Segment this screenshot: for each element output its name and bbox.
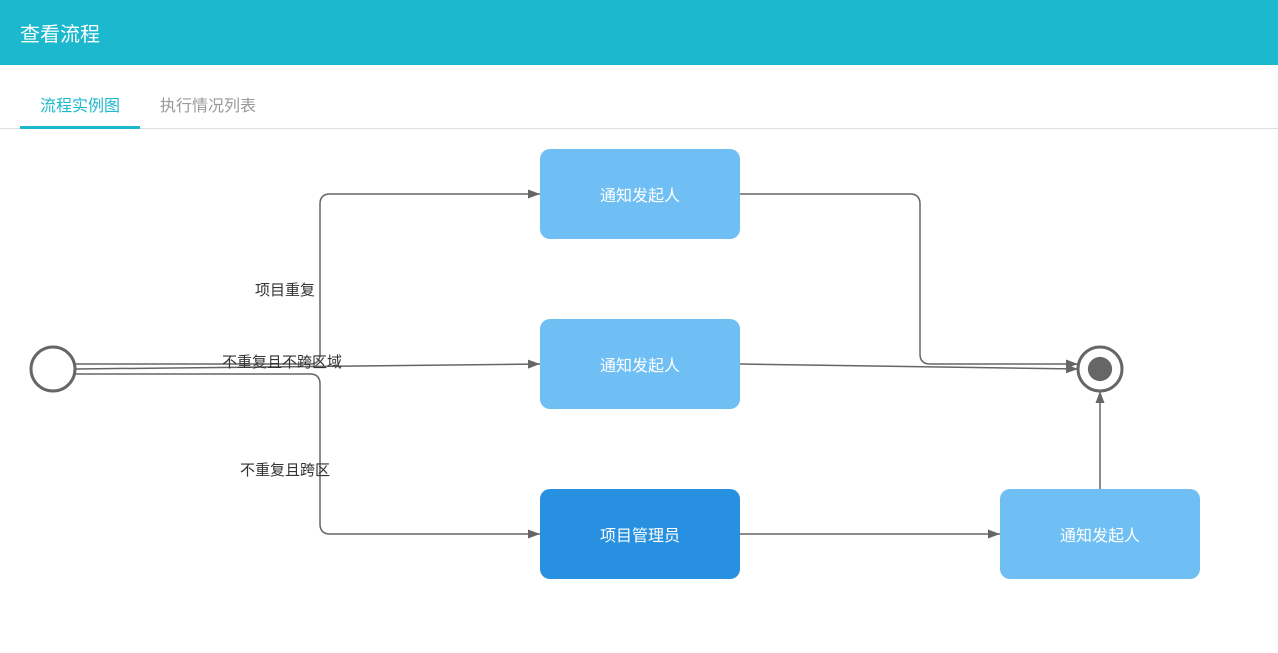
task-node-n2[interactable]: 通知发起人	[540, 319, 740, 409]
edge-label: 不重复且跨区	[240, 459, 330, 480]
task-node-n4[interactable]: 通知发起人	[1000, 489, 1200, 579]
tab-execution-list[interactable]: 执行情况列表	[140, 80, 276, 128]
page-title: 查看流程	[20, 24, 100, 46]
tab-label: 流程实例图	[40, 98, 120, 115]
tab-label: 执行情况列表	[160, 98, 256, 115]
diagram-container: 通知发起人通知发起人项目管理员通知发起人 项目重复不重复且不跨区域不重复且跨区	[0, 129, 1278, 649]
edge-n1-end	[740, 194, 1078, 364]
edge-label: 项目重复	[255, 279, 315, 300]
end-node-inner	[1088, 357, 1112, 381]
tab-diagram[interactable]: 流程实例图	[20, 80, 140, 128]
tabs-container: 流程实例图 执行情况列表	[0, 80, 1278, 129]
task-node-n1[interactable]: 通知发起人	[540, 149, 740, 239]
task-node-n3[interactable]: 项目管理员	[540, 489, 740, 579]
page-header: 查看流程	[0, 0, 1278, 65]
start-node	[31, 347, 75, 391]
edge-label: 不重复且不跨区域	[222, 351, 342, 372]
edge-start-n3	[75, 374, 540, 534]
